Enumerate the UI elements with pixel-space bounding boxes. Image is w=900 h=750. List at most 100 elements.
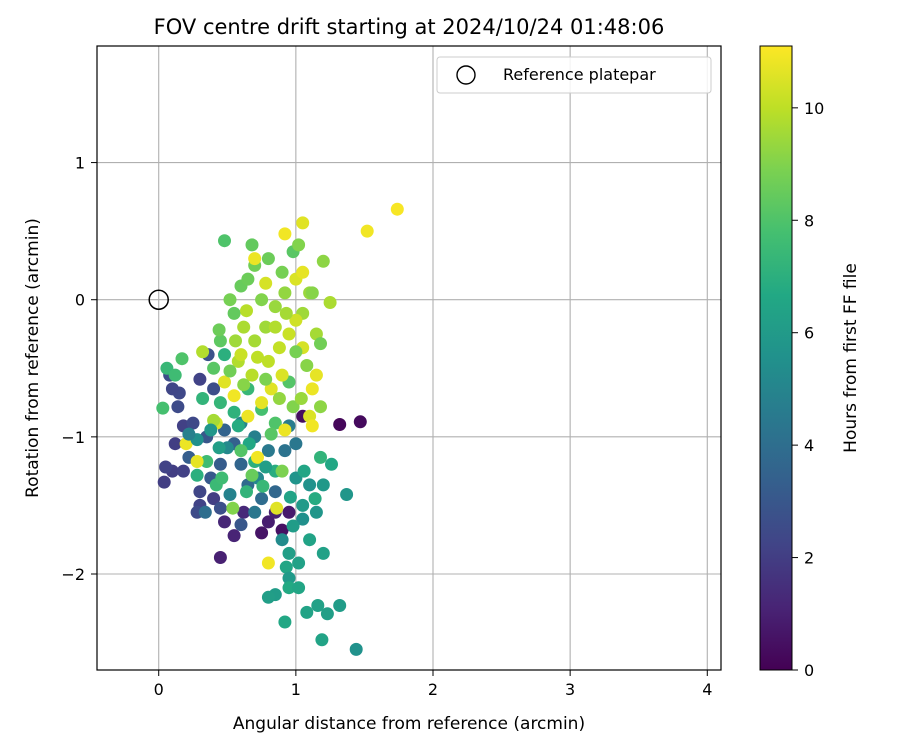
data-point [259, 276, 273, 290]
data-point [261, 444, 275, 458]
x-tick-label: 0 [154, 680, 164, 699]
data-point [264, 382, 278, 396]
data-point [296, 512, 310, 526]
data-point [234, 518, 248, 532]
data-point [190, 455, 204, 468]
data-point [182, 427, 196, 441]
data-point [190, 468, 204, 482]
data-point [275, 464, 289, 478]
colorbar-tick-label: 6 [804, 324, 814, 343]
data-point [292, 556, 306, 570]
data-point [268, 485, 282, 499]
chart-title: FOV centre drift starting at 2024/10/24 … [154, 15, 665, 39]
data-point [316, 254, 330, 268]
data-point [314, 450, 327, 464]
reference-marker-group [148, 289, 169, 310]
data-points [156, 202, 404, 656]
x-tick-label: 2 [428, 680, 438, 699]
data-point [200, 455, 214, 468]
data-point [175, 352, 189, 366]
y-tick-label: −2 [61, 565, 85, 584]
data-point [157, 475, 171, 489]
data-point [279, 560, 293, 574]
x-tick-label: 4 [702, 680, 712, 699]
data-point [231, 419, 245, 433]
data-point [278, 615, 292, 629]
data-point [156, 401, 170, 415]
data-point [333, 599, 347, 612]
data-point [245, 468, 259, 482]
x-axis-ticks: 0 1 2 3 4 [154, 670, 712, 699]
data-point [333, 418, 347, 431]
data-point [303, 533, 317, 547]
data-point [294, 392, 308, 405]
data-point [261, 252, 275, 266]
data-point [282, 571, 296, 585]
data-point [292, 238, 306, 252]
data-point [268, 300, 282, 314]
data-point [279, 306, 293, 320]
y-tick-label: −1 [61, 428, 85, 447]
data-point [272, 341, 286, 355]
data-point [278, 423, 292, 437]
data-point [261, 556, 275, 570]
data-point [207, 382, 221, 396]
data-point [240, 485, 253, 499]
data-point [296, 216, 310, 230]
y-axis-label: Rotation from reference (arcmin) [23, 218, 43, 498]
legend-entry-reference: Reference platepar [503, 65, 656, 84]
data-point [289, 437, 303, 451]
colorbar-ticks: 0 2 4 6 8 10 [792, 99, 824, 680]
data-point [315, 633, 329, 647]
data-point [207, 492, 221, 506]
data-point [212, 323, 226, 337]
data-point [165, 382, 179, 396]
data-point [159, 460, 173, 474]
data-point [240, 304, 253, 318]
legend-box [436, 56, 712, 94]
data-point [349, 642, 363, 656]
data-point [226, 501, 240, 515]
data-point [282, 327, 296, 341]
x-tick-label: 1 [291, 680, 301, 699]
data-point [213, 396, 227, 410]
data-point [268, 416, 282, 430]
data-point [213, 501, 227, 515]
data-point [227, 405, 241, 419]
data-point [223, 488, 237, 501]
data-point [314, 337, 327, 351]
data-point [234, 444, 248, 458]
data-point [353, 415, 367, 429]
data-point [278, 227, 292, 241]
data-point [272, 392, 286, 405]
data-point [282, 581, 296, 595]
data-point [340, 488, 354, 501]
data-point [196, 345, 210, 359]
data-point [213, 457, 227, 471]
data-point [196, 392, 210, 405]
data-point [275, 523, 289, 537]
data-point [261, 354, 275, 368]
data-point [237, 320, 251, 334]
data-point [309, 368, 323, 382]
data-point [289, 313, 303, 327]
colorbar: 0 2 4 6 8 10 Hours from first FF file [759, 45, 861, 680]
data-point [275, 533, 289, 547]
data-point [282, 505, 296, 519]
data-point [168, 368, 182, 382]
colorbar-tick-label: 2 [804, 549, 814, 568]
data-point [278, 444, 292, 458]
data-point [296, 498, 310, 512]
y-axis-ticks: −2 −1 0 1 [61, 154, 97, 584]
data-point [245, 238, 259, 252]
data-point [264, 427, 278, 441]
data-point [308, 492, 322, 506]
data-point [275, 265, 289, 279]
data-point [360, 224, 374, 238]
data-point [325, 457, 338, 471]
data-point [255, 492, 269, 506]
colorbar-label: Hours from first FF file [841, 263, 861, 453]
data-point [251, 350, 264, 364]
data-point [213, 551, 227, 564]
data-point [218, 515, 231, 529]
